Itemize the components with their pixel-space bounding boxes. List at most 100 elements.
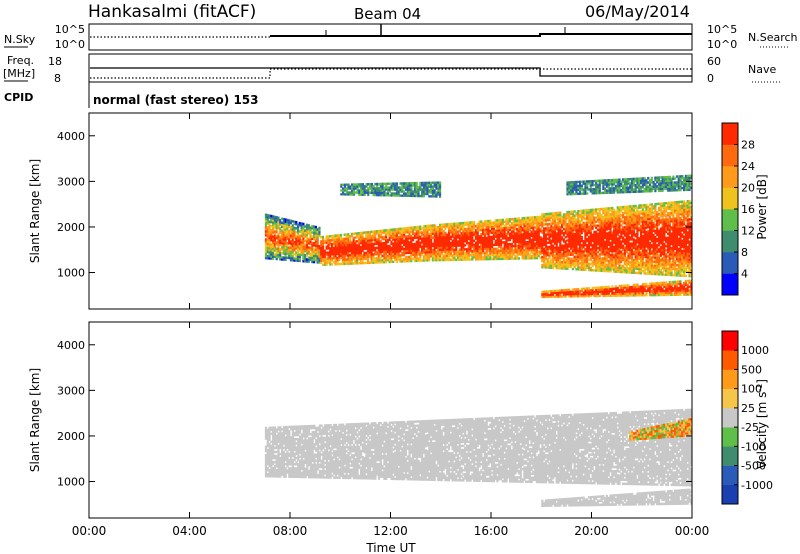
- power-cell: [365, 235, 368, 238]
- power-cell: [410, 255, 413, 259]
- power-cell: [293, 244, 296, 248]
- nave-tick-top: 60: [707, 55, 721, 68]
- power-cell: [374, 240, 377, 244]
- power-cell: [379, 250, 382, 254]
- power-cell: [302, 259, 305, 263]
- power-cell: [295, 220, 298, 224]
- power-cell: [370, 255, 373, 258]
- power-cell: [419, 251, 422, 254]
- power-cell: [268, 234, 271, 238]
- power-cell: [392, 232, 395, 235]
- power-cell: [286, 250, 289, 253]
- power-cell: [383, 241, 386, 245]
- power-cell: [392, 236, 395, 239]
- power-cell: [359, 259, 362, 263]
- power-cell: [390, 254, 393, 258]
- power-cell: [345, 249, 348, 253]
- power-cell: [372, 253, 375, 256]
- power-cell: [386, 240, 389, 244]
- power-cell: [433, 236, 436, 239]
- power-cell: [291, 228, 294, 231]
- power-cell: [330, 238, 334, 242]
- power-cell: [277, 251, 280, 255]
- power-cell: [359, 255, 362, 259]
- power-cell: [332, 248, 335, 252]
- power-cell: [395, 246, 398, 249]
- power-cell: [408, 228, 411, 232]
- power-cell: [314, 254, 317, 258]
- power-cell: [415, 234, 418, 237]
- power-cell: [279, 258, 282, 261]
- power-cell: [419, 259, 422, 262]
- power-cell: [313, 237, 316, 241]
- power-cell: [359, 239, 362, 243]
- power-cell: [433, 252, 436, 256]
- power-cell: [440, 240, 443, 243]
- power-cell: [413, 234, 416, 237]
- power-cell: [428, 248, 431, 252]
- power-cell: [332, 240, 335, 244]
- power-cell: [347, 256, 350, 259]
- power-cell: [338, 240, 341, 243]
- power-cell: [392, 230, 395, 233]
- power-cell: [384, 231, 388, 234]
- power-cell: [350, 262, 353, 265]
- power-cell: [305, 235, 309, 239]
- power-cell: [413, 244, 416, 248]
- power-cell: [295, 251, 298, 254]
- nsky-trace: [270, 33, 692, 37]
- power-cell: [357, 250, 361, 253]
- power-cell: [272, 219, 275, 222]
- power-cell: [279, 223, 282, 226]
- power-cell: [327, 253, 330, 256]
- power-cell: [392, 242, 395, 245]
- power-cell: [272, 215, 275, 218]
- power-cell: [336, 260, 339, 264]
- power-cell: [390, 230, 393, 233]
- power-cell: [288, 248, 291, 251]
- power-cell: [313, 235, 316, 239]
- power-cell: [338, 248, 341, 251]
- power-cell: [266, 220, 269, 223]
- power-cell: [352, 245, 355, 248]
- nsearch-tick-bottom: 10^0: [707, 38, 737, 51]
- power-cell: [368, 251, 371, 254]
- power-cell: [273, 242, 276, 246]
- power-cell: [410, 230, 413, 234]
- power-cell: [268, 224, 271, 228]
- power-cell: [309, 236, 312, 239]
- power-cell: [372, 257, 375, 260]
- power-cell: [298, 244, 301, 248]
- power-cell: [408, 237, 411, 240]
- power-cell: [314, 248, 317, 252]
- power-cell: [279, 235, 282, 238]
- power-cell: [309, 248, 312, 251]
- power-cell: [397, 235, 400, 239]
- power-cell: [397, 258, 400, 261]
- power-cell: [426, 238, 429, 242]
- power-cell: [377, 256, 380, 260]
- power-cell: [374, 232, 377, 235]
- power-cell: [293, 259, 296, 262]
- power-cell: [314, 234, 317, 237]
- power-cell: [348, 253, 352, 257]
- power-cell: [286, 233, 289, 236]
- power-cell: [289, 240, 293, 243]
- power-cell: [345, 254, 348, 257]
- power-cell: [277, 239, 280, 242]
- power-cell: [316, 240, 319, 244]
- power-cell: [341, 254, 344, 257]
- power-cell: [338, 262, 341, 266]
- power-cell: [352, 243, 355, 246]
- power-cell: [311, 258, 314, 262]
- power-cell: [327, 241, 330, 244]
- power-cell: [354, 254, 357, 257]
- power-cell: [264, 246, 268, 250]
- power-cell: [298, 257, 301, 261]
- power-cell: [363, 243, 366, 247]
- power-cell: [295, 237, 298, 240]
- power-cell: [323, 241, 326, 244]
- power-cell: [277, 218, 280, 222]
- power-cell: [334, 240, 337, 244]
- power-cell: [352, 251, 355, 255]
